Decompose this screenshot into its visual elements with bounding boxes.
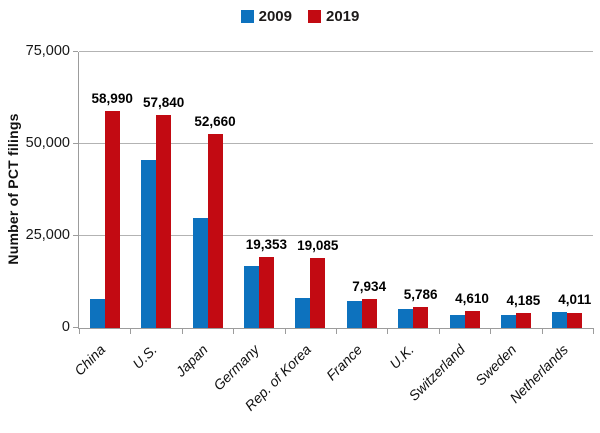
data-label: 4,185	[506, 292, 541, 308]
category-label: France	[323, 341, 366, 384]
legend: 2009 2019	[0, 6, 600, 26]
bar-2009-u-s	[141, 160, 157, 328]
bar-2009-germany	[243, 266, 259, 328]
data-label: 58,990	[91, 91, 133, 107]
bar-2009-u-k	[398, 309, 414, 328]
bar-2009-france	[346, 301, 362, 328]
bar-2019-germany	[258, 256, 274, 328]
x-tick-mark	[593, 328, 594, 334]
y-tick-label: 25,000	[25, 227, 70, 243]
data-label: 19,353	[245, 236, 288, 252]
legend-swatch-2019-icon	[308, 9, 321, 23]
x-tick-mark	[387, 328, 389, 334]
bar-2009-sweden	[500, 314, 516, 328]
x-tick-mark	[284, 328, 286, 334]
legend-swatch-2009-icon	[240, 9, 254, 23]
plot-area: 58,990 57,840 52,660 19,353 19,085 7,934 5,786…	[78, 51, 594, 334]
x-tick-mark	[336, 328, 337, 334]
data-label: 4,011	[558, 291, 592, 307]
data-label: 57,840	[142, 95, 185, 111]
bar-2009-china	[89, 298, 105, 328]
data-label: 52,660	[194, 114, 236, 130]
y-tick-mark	[73, 143, 78, 144]
y-tick-label: 0	[61, 319, 70, 335]
gridline	[79, 51, 593, 52]
gridline	[79, 143, 593, 144]
bar-2009-japan	[192, 218, 208, 328]
category-label: Japan	[172, 341, 212, 380]
bar-2009-switzerland	[449, 314, 465, 328]
x-tick-mark	[181, 328, 183, 334]
x-tick-mark	[233, 328, 235, 334]
x-tick-mark	[490, 328, 492, 334]
data-label: 19,085	[297, 237, 339, 253]
data-label: 7,934	[352, 278, 387, 294]
category-label: China	[71, 341, 109, 379]
y-tick-mark	[73, 327, 78, 328]
y-tick-label: 50,000	[25, 135, 70, 151]
category-label: U.K.	[386, 341, 417, 372]
bar-2009-rep-of-korea	[295, 298, 311, 328]
x-tick-mark	[438, 328, 440, 334]
bar-2019-switzerland	[464, 311, 480, 328]
bar-2019-japan	[207, 134, 223, 328]
bar-2019-u-s	[156, 115, 172, 328]
bar-2009-netherlands	[552, 311, 568, 328]
category-label: Sweden	[472, 341, 520, 389]
bar-2019-sweden	[515, 312, 531, 328]
bar-2019-netherlands	[567, 313, 583, 328]
bar-2019-china	[104, 110, 120, 328]
bar-2019-u-k	[413, 306, 429, 328]
gridline	[79, 235, 593, 236]
legend-item-2009: 2009	[240, 7, 292, 25]
bar-2019-france	[361, 298, 377, 328]
y-tick-mark	[73, 51, 78, 52]
data-label: 4,610	[455, 291, 489, 307]
x-tick-mark	[130, 328, 132, 334]
x-tick-mark	[541, 328, 543, 334]
legend-item-2019: 2019	[308, 9, 359, 24]
legend-label-2009: 2009	[258, 7, 292, 25]
y-tick-mark	[73, 235, 78, 236]
legend-label-2019: 2019	[326, 7, 360, 25]
data-label: 5,786	[403, 286, 438, 302]
category-label: U.S.	[129, 341, 160, 372]
category-label: Germany	[210, 341, 263, 394]
y-tick-label: 75,000	[25, 43, 70, 59]
x-tick-mark	[79, 328, 80, 334]
bar-2019-rep-of-korea	[310, 257, 326, 328]
